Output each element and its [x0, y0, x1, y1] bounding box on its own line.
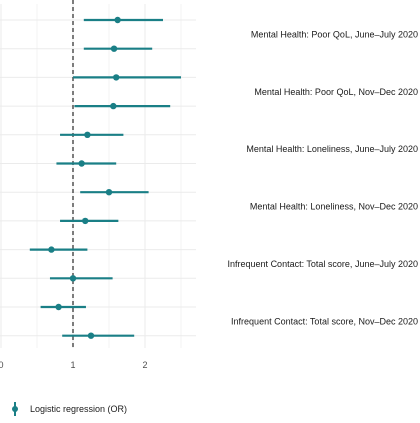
group-label: Mental Health: Loneliness, Nov–Dec 2020 [250, 202, 418, 212]
legend: Logistic regression (OR) [8, 400, 127, 418]
estimate-point [110, 45, 118, 52]
estimate-point [48, 246, 55, 253]
legend-label: Logistic regression (OR) [30, 404, 128, 414]
legend-key-icon [8, 400, 22, 418]
estimate-point [113, 74, 120, 81]
group-label: Mental Health: Poor QoL, Nov–Dec 2020 [254, 87, 418, 97]
group-label: Mental Health: Poor QoL, June–July 2020 [251, 29, 418, 39]
estimate-point [110, 102, 117, 110]
group-label: Infrequent Contact: Total score, June–Ju… [228, 259, 418, 269]
x-tick-label: 0 [0, 360, 4, 370]
estimates [29, 16, 181, 339]
row-labels: Mental Health: Poor QoL, June–July 2020 M… [228, 29, 418, 326]
x-tick-label: 1 [70, 360, 75, 370]
group-label: Mental Health: Loneliness, June–July 202… [246, 144, 418, 154]
estimate-point [114, 16, 121, 24]
estimate-point [55, 303, 62, 311]
estimate-point [105, 189, 113, 196]
estimate-point [84, 131, 91, 138]
estimate-point [82, 217, 89, 225]
estimate-point [78, 160, 85, 167]
group-label: Infrequent Contact: Total score, Nov–Dec… [231, 316, 418, 326]
estimate-point [69, 275, 77, 282]
grid [0, 4, 196, 348]
estimate-point [87, 332, 95, 339]
x-axis-ticks: 0 1 2 [0, 360, 148, 370]
x-tick-label: 2 [142, 360, 147, 370]
